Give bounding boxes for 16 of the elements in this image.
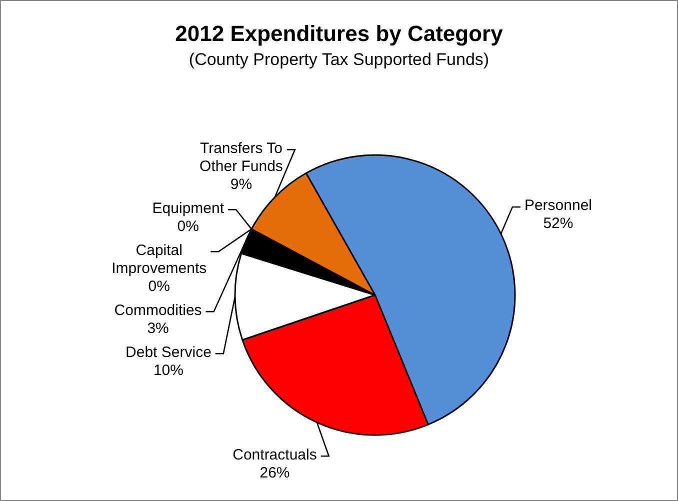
- slice-label: Contractuals: [232, 446, 317, 464]
- chart-subtitle: (County Property Tax Supported Funds): [188, 50, 490, 69]
- data-label: 9%: [230, 176, 252, 193]
- text: 0%: [148, 278, 170, 295]
- slice-label: Debt Service: [126, 344, 212, 361]
- category-label: Capital Improvements: [112, 242, 207, 277]
- chart-title: 2012 Expenditures by Category: [175, 21, 504, 46]
- slice-label: Commodities: [114, 302, 202, 319]
- data-label: 10%: [153, 362, 184, 379]
- data-label: 52%: [543, 215, 574, 232]
- text: 0%: [177, 218, 199, 235]
- slice-label: Personnel: [524, 197, 592, 214]
- slice-label: Transfers To Other Funds: [200, 140, 283, 175]
- data-label: 26%: [260, 464, 290, 482]
- data-label: 3%: [147, 320, 169, 337]
- category-label: Equipment: [152, 200, 224, 217]
